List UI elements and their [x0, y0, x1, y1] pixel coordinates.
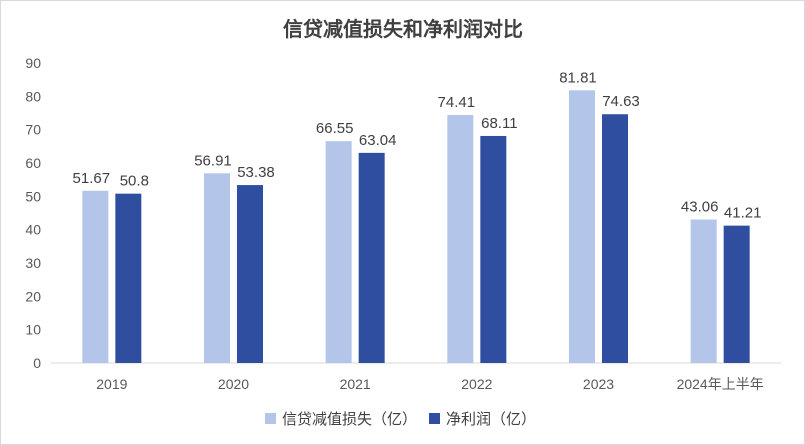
data-label: 68.11: [481, 115, 517, 132]
x-tick-label: 2019: [96, 376, 127, 392]
x-tick-label: 2021: [340, 376, 371, 392]
data-label: 81.81: [559, 69, 597, 86]
data-label: 56.91: [194, 152, 232, 169]
bar-net-profit: [602, 114, 628, 363]
x-tick-label: 2022: [461, 376, 492, 392]
bar-net-profit: [480, 135, 507, 363]
legend-swatch: [429, 413, 441, 424]
x-tick-label: 2024年上半年: [677, 376, 764, 392]
y-tick-label: 10: [25, 322, 41, 338]
legend-swatch: [265, 413, 276, 424]
data-label: 51.67: [73, 170, 111, 187]
data-label: 50.8: [120, 173, 149, 190]
data-label: 63.04: [359, 132, 397, 149]
bar-credit-impairment: [447, 114, 474, 363]
bar-credit-impairment: [82, 190, 109, 363]
y-tick-label: 60: [25, 155, 41, 171]
data-label: 41.21: [724, 205, 762, 222]
bar-credit-impairment: [325, 141, 352, 363]
data-label: 66.55: [316, 120, 354, 137]
bar-net-profit: [115, 193, 142, 363]
y-tick-label: 0: [33, 355, 41, 371]
y-tick-label: 20: [25, 288, 41, 304]
data-label: 53.38: [237, 164, 275, 181]
chart-title: 信贷减值损失和净利润对比: [283, 17, 523, 41]
legend-label: 信贷减值损失（亿）: [282, 411, 417, 428]
y-tick-label: 50: [25, 188, 41, 204]
bar-credit-impairment: [569, 90, 595, 364]
y-tick-label: 70: [25, 122, 41, 138]
bar-net-profit: [723, 225, 750, 363]
legend: 信贷减值损失（亿） 净利润（亿）: [265, 411, 536, 428]
y-tick-label: 90: [25, 55, 41, 71]
bar-credit-impairment: [690, 219, 717, 363]
x-tick-label: 2020: [218, 376, 249, 392]
bar-net-profit: [237, 185, 263, 363]
data-label: 74.41: [438, 94, 476, 111]
bar-net-profit: [358, 152, 385, 363]
legend-label: 净利润（亿）: [446, 411, 536, 428]
x-tick-label: 2023: [583, 376, 614, 392]
y-tick-label: 80: [25, 88, 41, 104]
bar-credit-impairment: [204, 173, 230, 363]
data-label: 74.63: [602, 93, 640, 110]
y-tick-label: 30: [25, 255, 41, 271]
data-label: 43.06: [681, 198, 719, 215]
y-tick-label: 40: [25, 222, 41, 238]
